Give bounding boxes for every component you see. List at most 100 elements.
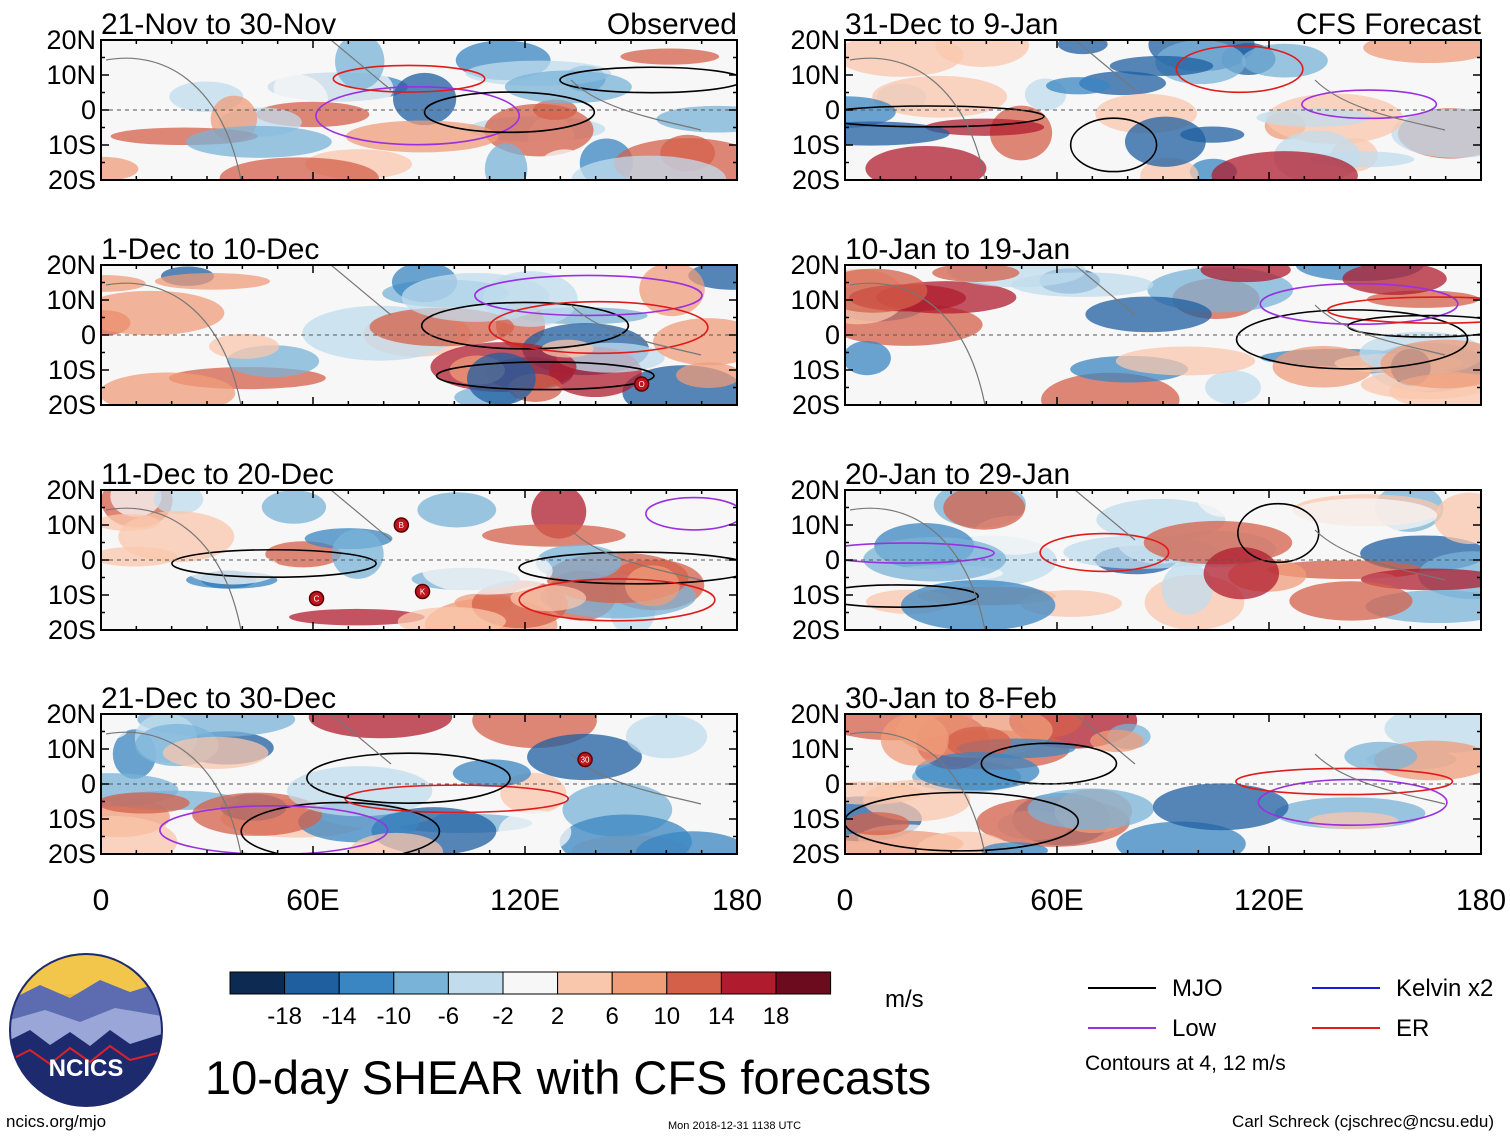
panel-period-title: 31-Dec to 9-Jan [845,8,1058,41]
shear-anomaly-blob [845,96,896,128]
y-tick-label: 10S [48,580,96,610]
contour-line [435,361,655,391]
x-axes: 0 60E 120E 180 0 60E 120E 180 [93,884,1506,917]
contour-line [474,274,703,317]
shear-anomaly-blob [1109,55,1214,76]
legend: MJO Kelvin x2 Low ER [1088,975,1493,1042]
shear-anomaly-blob [331,529,384,579]
colorbar-units: m/s [885,986,924,1013]
contour-line [518,578,716,622]
logo-border [9,953,163,1107]
colorbar-swatch [338,971,395,995]
shear-anomaly-blob [1344,741,1418,771]
shear-anomaly-blob [935,40,1029,67]
x-tick-label: 120E [490,884,560,917]
shear-anomaly-blob [162,736,269,769]
author-credit: Carl Schreck (cjschrec@ncsu.edu) [1232,1112,1494,1131]
storm-marker-label: 30 [581,756,590,765]
contour-line [1039,532,1170,573]
storm-marker-label: B [399,521,404,530]
shear-anomaly-blob [289,608,425,626]
y-tick-label: 0 [81,95,96,125]
panel-4: 20N 10N 0 10S 20S 21-Dec to 30-Dec 30 [46,682,738,869]
shear-anomaly-blob [865,146,987,180]
contour-line [1235,309,1469,370]
contours-note: Contours at 4, 12 m/s [1085,1052,1286,1075]
shear-anomaly-blob [397,607,506,630]
shear-anomaly-blob [1124,116,1206,167]
colorbar-swatch [447,971,504,995]
contour-line [645,496,737,531]
colorbar-tick-label: 14 [708,1003,735,1030]
shear-anomaly-blob [1085,296,1212,333]
shear-anomaly-blob [1211,151,1358,180]
shear-anomaly-blob [880,714,949,766]
shear-anomaly-blob [1057,40,1108,55]
panel-period-title: 21-Dec to 30-Dec [101,682,336,715]
shear-anomaly-blob [1194,490,1252,517]
y-tick-label: 20S [792,390,840,420]
shear-anomaly-blob [335,40,385,90]
shear-anomaly-blob [219,157,379,180]
colorbar-tick-label: 2 [551,1003,564,1030]
contour-line [845,791,1080,852]
shear-anomaly-blob [1115,346,1256,376]
panel-7: 20N 10N 0 10S 20S 20-Jan to 29-Jan [790,458,1482,645]
shear-anomaly-blob [1090,729,1144,753]
y-tick-label: 20S [792,615,840,645]
shear-anomaly-blob [915,752,1040,791]
shear-anomaly-blob [101,792,190,814]
colorbar-swatch [502,971,559,995]
shear-anomaly-blob [192,792,323,836]
x-tick-label: 120E [1234,884,1304,917]
shear-anomaly-blob [845,268,928,313]
shear-anomaly-blob [1205,370,1262,405]
y-tick-label: 10S [792,804,840,834]
y-tick-label: 20S [48,390,96,420]
shear-anomaly-blob [845,40,964,77]
contour-line [315,86,521,146]
y-tick-label: 10N [790,285,840,315]
y-tick-label: 0 [81,320,96,350]
logo-mountain [10,1030,162,1106]
legend-label: Low [1172,1015,1217,1042]
shear-anomaly-blob [208,333,280,359]
contour-line [1235,767,1454,796]
shear-anomaly-blob [946,726,1012,759]
y-tick-label: 10N [790,734,840,764]
shear-anomaly-blob [1308,812,1399,830]
y-tick-label: 20S [48,839,96,869]
y-tick-label: 0 [81,545,96,575]
y-tick-label: 10N [46,734,96,764]
site-link[interactable]: ncics.org/mjo [6,1112,107,1131]
shear-anomaly-blob [1027,788,1154,830]
shear-anomaly-blob [1380,339,1481,389]
storm-marker [393,517,410,533]
shear-anomaly-blob [101,372,236,405]
shear-anomaly-blob [1434,492,1481,544]
shear-anomaly-blob [1391,108,1481,158]
shear-anomaly-blob [653,318,737,366]
contour-line [171,548,377,578]
y-tick-label: 10S [48,130,96,160]
panel-2: 20N 10N 0 10S 20S 1-Dec to 10-Dec O [46,233,738,420]
contour-line [1069,117,1158,173]
shear-anomaly-blob [417,492,497,528]
colorbar-swatch [666,971,722,995]
y-tick-label: 10N [46,60,96,90]
shear-anomaly-blob [1161,562,1213,615]
shear-anomaly-blob [625,565,680,607]
storm-marker [577,751,593,768]
panel-6: 20N 10N 0 10S 20S 10-Jan to 19-Jan [790,233,1482,420]
contour-line [1259,282,1459,326]
contour-line [1301,89,1438,120]
timestamp: Mon 2018-12-31 1138 UTC [668,1120,802,1132]
colorbar-swatch [775,971,832,995]
legend-label: ER [1396,1015,1429,1042]
shear-anomaly-blob [656,105,737,133]
shear-anomaly-blob [1256,108,1371,127]
y-tick-label: 10S [792,580,840,610]
colorbar-swatch [557,971,613,995]
colorbar-swatch [229,971,286,995]
